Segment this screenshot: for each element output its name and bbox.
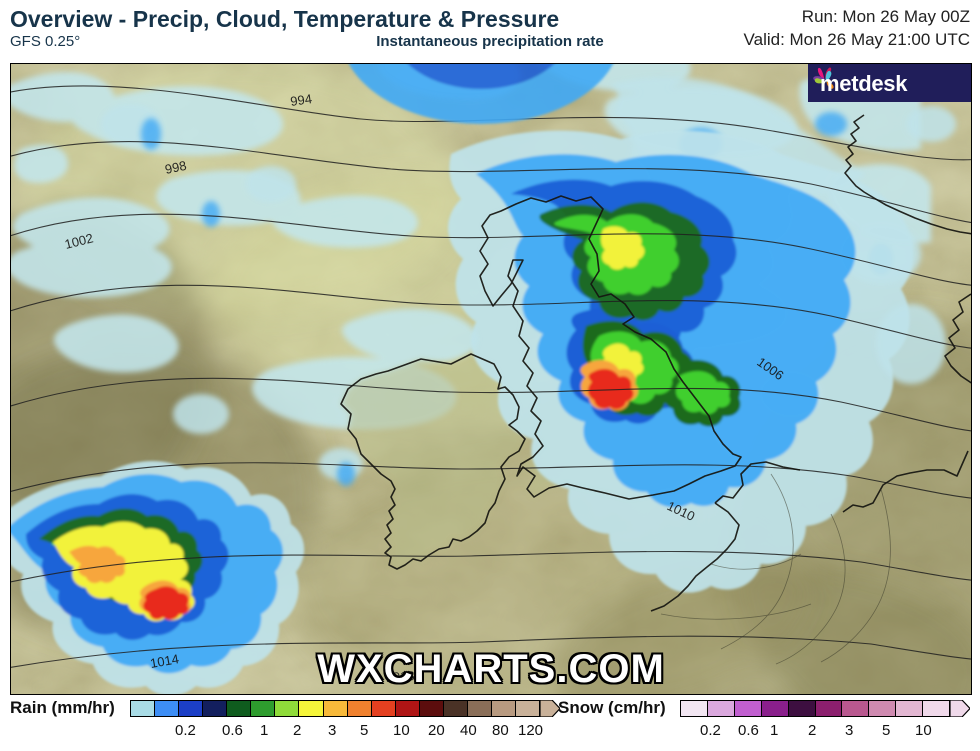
svg-text:994: 994 (289, 91, 313, 109)
